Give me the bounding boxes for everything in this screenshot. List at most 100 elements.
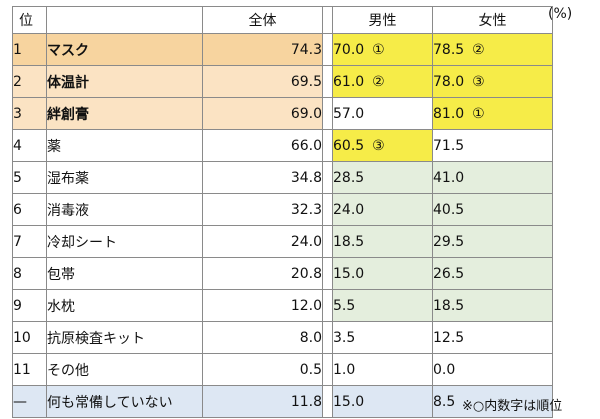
- male-rank-mark: ②: [372, 73, 385, 90]
- column-gap: [322, 65, 333, 98]
- column-gap: [322, 6, 333, 34]
- rank-cell: 5: [12, 161, 47, 194]
- all-value: 24.0: [202, 225, 323, 258]
- all-value: 20.8: [202, 257, 323, 290]
- table-row: 8 包帯 20.8 15.0 26.5: [12, 257, 553, 290]
- male-value: 61.0: [333, 73, 365, 90]
- column-gap: [322, 129, 333, 162]
- male-value: 5.5: [332, 289, 433, 322]
- female-value: 78.5: [433, 41, 465, 58]
- table-row: 9 水枕 12.0 5.5 18.5: [12, 289, 553, 322]
- column-gap: [322, 161, 333, 194]
- female-value: 8.5: [432, 385, 553, 418]
- all-value: 8.0: [202, 321, 323, 354]
- female-value: 18.5: [432, 289, 553, 322]
- item-cell: 水枕: [46, 289, 203, 322]
- rank-cell: 8: [12, 257, 47, 290]
- male-value: 15.0: [332, 257, 433, 290]
- male-value: 28.5: [332, 161, 433, 194]
- item-cell: 抗原検査キット: [46, 321, 203, 354]
- item-cell: マスク: [46, 33, 203, 66]
- male-value-cell: 70.0 ①: [332, 33, 433, 66]
- item-cell: 薬: [46, 129, 203, 162]
- all-value: 66.0: [202, 129, 323, 162]
- table-row: — 何も常備していない 11.8 15.0 8.5: [12, 385, 553, 418]
- table-row: 4 薬 66.0 60.5 ③ 71.5: [12, 129, 553, 162]
- item-cell: 何も常備していない: [46, 385, 203, 418]
- female-value-cell: 71.5: [432, 129, 553, 162]
- male-rank-mark: ③: [372, 137, 385, 154]
- rank-cell: 6: [12, 193, 47, 226]
- all-value: 74.3: [202, 33, 323, 66]
- column-gap: [322, 225, 333, 258]
- male-value: 18.5: [332, 225, 433, 258]
- item-cell: 包帯: [46, 257, 203, 290]
- male-value-cell: 57.0: [332, 97, 433, 130]
- table-row: 5 湿布薬 34.8 28.5 41.0: [12, 161, 553, 194]
- header-male: 男性: [332, 6, 433, 34]
- all-value: 0.5: [202, 353, 323, 386]
- female-value: 12.5: [432, 321, 553, 354]
- rank-cell: 3: [12, 97, 47, 130]
- column-gap: [322, 289, 333, 322]
- all-value: 11.8: [202, 385, 323, 418]
- table-row: 11 その他 0.5 1.0 0.0: [12, 353, 553, 386]
- column-gap: [322, 193, 333, 226]
- all-value: 12.0: [202, 289, 323, 322]
- ranking-table: 位 全体 男性 女性 1 マスク 74.3 70.0 ① 78.5 ② 2 体温計 …: [12, 6, 553, 418]
- female-value: 26.5: [432, 257, 553, 290]
- rank-cell: 10: [12, 321, 47, 354]
- rank-cell: 2: [12, 65, 47, 98]
- column-gap: [322, 33, 333, 66]
- male-value: 60.5: [333, 137, 365, 154]
- all-value: 34.8: [202, 161, 323, 194]
- female-rank-mark: ③: [472, 73, 485, 90]
- rank-cell: 4: [12, 129, 47, 162]
- table-row: 3 絆創膏 69.0 57.0 81.0 ①: [12, 97, 553, 130]
- male-value: 24.0: [332, 193, 433, 226]
- male-value-cell: 60.5 ③: [332, 129, 433, 162]
- column-gap: [322, 353, 333, 386]
- female-value: 29.5: [432, 225, 553, 258]
- female-value: 40.5: [432, 193, 553, 226]
- header-female: 女性: [432, 6, 553, 34]
- all-value: 69.5: [202, 65, 323, 98]
- item-cell: 冷却シート: [46, 225, 203, 258]
- male-value: 1.0: [332, 353, 433, 386]
- footnote: ※○内数字は順位: [462, 399, 563, 414]
- table-row: 6 消毒液 32.3 24.0 40.5: [12, 193, 553, 226]
- table-row: 10 抗原検査キット 8.0 3.5 12.5: [12, 321, 553, 354]
- item-cell: 消毒液: [46, 193, 203, 226]
- rank-cell: 7: [12, 225, 47, 258]
- all-value: 69.0: [202, 97, 323, 130]
- header-all: 全体: [202, 6, 323, 34]
- item-cell: 体温計: [46, 65, 203, 98]
- item-cell: その他: [46, 353, 203, 386]
- female-value-cell: 78.5 ②: [432, 33, 553, 66]
- female-value: 0.0: [432, 353, 553, 386]
- male-rank-mark: ①: [372, 41, 385, 58]
- male-value: 57.0: [333, 105, 365, 122]
- table-row: 7 冷却シート 24.0 18.5 29.5: [12, 225, 553, 258]
- rank-cell: 9: [12, 289, 47, 322]
- rank-cell: —: [12, 385, 47, 418]
- male-value: 3.5: [332, 321, 433, 354]
- table-row: 1 マスク 74.3 70.0 ① 78.5 ②: [12, 33, 553, 66]
- column-gap: [322, 321, 333, 354]
- female-rank-mark: ②: [472, 41, 485, 58]
- column-gap: [322, 385, 333, 418]
- item-cell: 湿布薬: [46, 161, 203, 194]
- column-gap: [322, 97, 333, 130]
- rank-cell: 1: [12, 33, 47, 66]
- male-value: 15.0: [332, 385, 433, 418]
- header-row: 位 全体 男性 女性: [12, 6, 553, 34]
- table-row: 2 体温計 69.5 61.0 ② 78.0 ③: [12, 65, 553, 98]
- item-cell: 絆創膏: [46, 97, 203, 130]
- female-value-cell: 78.0 ③: [432, 65, 553, 98]
- rank-cell: 11: [12, 353, 47, 386]
- female-rank-mark: ①: [472, 105, 485, 122]
- female-value: 71.5: [433, 137, 465, 154]
- female-value: 41.0: [432, 161, 553, 194]
- column-gap: [322, 257, 333, 290]
- female-value: 81.0: [433, 105, 465, 122]
